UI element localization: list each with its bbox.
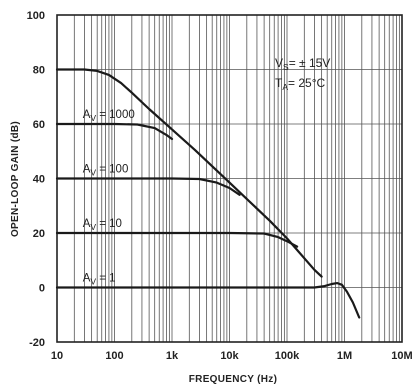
gain-curve	[55, 122, 174, 141]
curve-label: AV = 1000	[83, 109, 135, 123]
supply-voltage-value: = ± 15V	[289, 56, 331, 70]
gain-curve	[55, 177, 241, 196]
x-tick-label: 1M	[337, 350, 352, 362]
y-axis-label: OPEN-LOOP GAIN (dB)	[10, 121, 21, 237]
ambient-temp-value: = 25°C	[288, 76, 325, 90]
x-tick-label: 1k	[166, 350, 179, 362]
curve-labels: AV = 1000 AV = 100 AV = 10 AV = 1	[83, 109, 135, 287]
x-axis-label: FREQUENCY (Hz)	[189, 374, 277, 385]
x-tick-label: 100	[105, 350, 123, 362]
gain-curve	[55, 282, 361, 319]
curves	[55, 68, 361, 319]
y-tick-label: 80	[33, 65, 45, 77]
x-tick-labels: 10 100 1k 10k 100k 1M 10M	[51, 350, 413, 362]
x-tick-label: 10	[51, 350, 63, 362]
curve-label: AV = 100	[83, 164, 129, 178]
y-tick-labels: -20 0 20 40 60 80 100	[27, 10, 45, 349]
curve-label: AV = 10	[83, 218, 122, 232]
conditions-annotation: VS= ± 15V TA= 25°C	[275, 56, 330, 92]
x-tick-label: 100k	[275, 350, 300, 362]
y-tick-label: 0	[39, 283, 45, 295]
y-tick-label: -20	[29, 337, 45, 349]
curve-label: AV = 1	[83, 273, 116, 287]
gain-curve	[55, 68, 323, 278]
supply-voltage-label: VS= ± 15V	[275, 56, 330, 72]
gain-curve	[55, 231, 299, 248]
y-tick-label: 60	[33, 119, 45, 131]
y-tick-label: 100	[27, 10, 45, 22]
x-tick-label: 10M	[391, 350, 412, 362]
x-tick-label: 10k	[220, 350, 239, 362]
y-tick-label: 40	[33, 174, 45, 186]
y-tick-label: 20	[33, 228, 45, 240]
ambient-temp-label: TA= 25°C	[275, 76, 326, 92]
